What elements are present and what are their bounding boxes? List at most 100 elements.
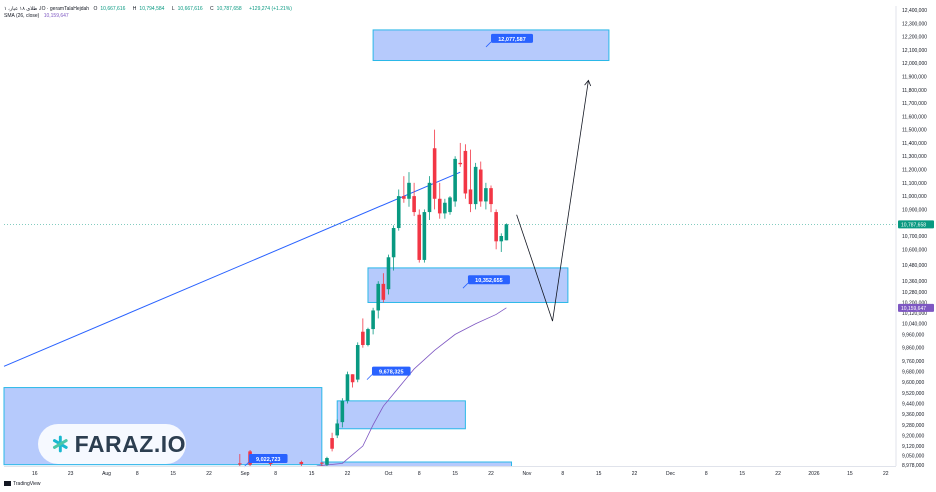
candle-body <box>432 148 437 199</box>
price-tick-label: 10,480,000 <box>902 263 927 269</box>
candle-body <box>268 462 273 465</box>
zone-label: 10,352,655 <box>475 278 503 284</box>
zone-box <box>372 29 610 62</box>
candle-body <box>299 462 304 465</box>
price-tick-label: 9,360,000 <box>902 412 924 418</box>
time-tick-label: 15 <box>596 471 602 477</box>
sma-value: 10,159,647 <box>43 13 69 19</box>
candle-body <box>427 182 432 213</box>
symbol-name[interactable]: ۱ ،طلای ۱۸ عیار ،IO · geramTalaHejdah <box>4 6 90 12</box>
zone-label-bg <box>467 275 510 285</box>
price-tick-label: 12,200,000 <box>902 35 927 41</box>
tradingview-brand[interactable]: TradingView <box>4 481 41 487</box>
price-axis[interactable]: 12,400,000 12,300,000 12,200,000 12,100,000… <box>895 6 934 469</box>
high-label: H <box>132 6 137 12</box>
candle-body <box>494 212 498 242</box>
candle-body <box>325 458 329 465</box>
zone-label-pointer <box>485 41 492 48</box>
price-tick-label: 8,978,000 <box>902 463 924 469</box>
price-tick-label: 9,280,000 <box>902 423 924 429</box>
candle-body <box>371 310 375 330</box>
time-tick-label: 15 <box>309 471 315 477</box>
candle-body <box>350 374 355 383</box>
candle-body <box>391 228 396 258</box>
candle-body <box>340 400 345 423</box>
sma-layer <box>4 224 896 467</box>
candle-body <box>453 158 457 202</box>
tradingview-icon <box>4 481 11 487</box>
time-tick-label: 15 <box>452 471 458 477</box>
price-tick-label: 10,120,000 <box>902 311 927 317</box>
trendline <box>3 171 461 367</box>
zone-box <box>336 400 466 430</box>
time-tick-label: 2026 <box>808 471 819 477</box>
price-tick-label: 10,360,000 <box>902 279 927 285</box>
price-tick-label: 11,100,000 <box>902 181 927 187</box>
time-tick-label: Oct <box>385 471 393 477</box>
close-label: C <box>210 6 214 12</box>
candle-body <box>443 202 447 214</box>
time-tick-label: 8 <box>561 471 564 477</box>
time-tick-label: 8 <box>418 471 421 477</box>
candles-layer <box>238 129 509 466</box>
price-tick-label: 11,200,000 <box>902 168 927 174</box>
time-tick-label: 16 <box>32 471 38 477</box>
tradingview-label: TradingView <box>13 481 41 487</box>
zone-box <box>321 461 513 468</box>
candle-body <box>468 189 473 205</box>
close-value: 10,787,658 <box>216 6 242 12</box>
price-tick-label: 11,500,000 <box>902 128 927 134</box>
time-tick-label: Sep <box>240 471 249 477</box>
price-tick-label: 10,040,000 <box>902 322 927 328</box>
time-tick-label: 22 <box>345 471 351 477</box>
change-value: +129,274 (+1.21%) <box>249 6 292 12</box>
time-tick-label: 15 <box>847 471 853 477</box>
price-annotation-pointer <box>366 374 373 380</box>
candle-body <box>484 188 488 202</box>
projection-path <box>516 80 589 322</box>
price-annotation: 9,022,723 <box>256 457 280 463</box>
supply-demand-zones <box>3 29 610 468</box>
time-tick-label: 22 <box>775 471 781 477</box>
candle-body <box>504 224 509 241</box>
candle-body <box>458 162 463 165</box>
candle-body <box>330 438 334 449</box>
price-tick-label: 9,050,000 <box>902 453 924 459</box>
price-annotation: 9,678,325 <box>379 370 403 376</box>
price-tick-label: 10,280,000 <box>902 290 927 296</box>
candle-body <box>473 166 478 205</box>
time-tick-label: 8 <box>705 471 708 477</box>
indicator-header[interactable]: SMA (26, close) 10,159,647 <box>4 13 72 19</box>
price-tag-label: 10,787,658 <box>901 222 926 228</box>
price-tick-label: 10,900,000 <box>902 207 927 213</box>
time-tick-label: 22 <box>488 471 494 477</box>
low-value: 10,667,616 <box>177 6 203 12</box>
candle-body <box>417 214 422 260</box>
price-tick-label: 11,000,000 <box>902 194 927 200</box>
price-tick-label: 11,300,000 <box>902 154 927 160</box>
price-tick-label: 9,120,000 <box>902 444 924 450</box>
price-tick-label: 11,600,000 <box>902 114 927 120</box>
price-tick-label: 11,700,000 <box>902 101 927 107</box>
annotations-layer: 12,077,587 10,352,655 9,678,325 9,022,723 <box>243 33 534 468</box>
sma-label[interactable]: SMA (26, close) <box>4 13 40 19</box>
time-tick-label: Dec <box>666 471 675 477</box>
candle-body <box>345 374 350 401</box>
candle-body <box>376 283 381 311</box>
candle-body <box>463 150 468 194</box>
projection-arrowhead <box>584 79 592 87</box>
time-tick-label: 22 <box>883 471 889 477</box>
price-tick-label: 9,960,000 <box>902 332 924 338</box>
price-tick-label: 9,760,000 <box>902 359 924 365</box>
time-tick-label: Aug <box>102 471 111 477</box>
faraz-logo: FARAZ.IO <box>38 424 186 464</box>
zone-label-pointer <box>462 282 469 289</box>
price-annotation-bg <box>371 366 411 376</box>
price-tick-label: 10,200,000 <box>902 300 927 306</box>
candle-body <box>320 462 324 464</box>
price-tick-label: 9,520,000 <box>902 391 924 397</box>
candle-body <box>412 196 416 213</box>
time-axis[interactable]: 16 23 Aug 8 15 22 Sep 8 15 22 Oct 8 15 22 Nov 8 15 22 Dec 8… <box>4 466 896 478</box>
